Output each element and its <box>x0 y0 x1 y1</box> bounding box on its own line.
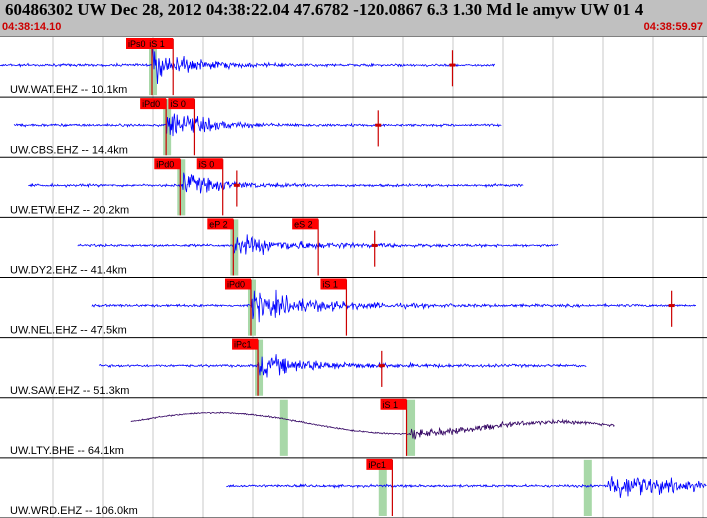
pick-label: eS 2 <box>294 219 313 229</box>
trace-panel[interactable]: iS 1 UW.LTY.BHE -- 64.1km <box>0 398 707 459</box>
pick-label: iS 0 <box>199 159 215 169</box>
station-label: UW.SAW.EHZ -- 51.3km <box>10 385 129 397</box>
pick-flag[interactable] <box>147 38 174 49</box>
pick-window <box>279 399 288 456</box>
pick-flag[interactable] <box>366 458 393 470</box>
trace-panel[interactable]: iPc1 UW.WRD.EHZ -- 106.0km <box>0 458 707 518</box>
station-label: UW.LTY.BHE -- 64.1km <box>10 445 124 457</box>
pick-flag[interactable] <box>196 158 223 170</box>
pick-label: iPc1 <box>234 340 252 350</box>
waveform-trace <box>130 411 615 440</box>
station-label: UW.DY2.EHZ -- 41.4km <box>10 265 127 277</box>
pick-flag[interactable] <box>320 278 347 290</box>
station-label: UW.ETW.EHZ -- 20.2km <box>10 204 129 216</box>
waveform-trace <box>13 113 502 137</box>
trace-panel[interactable]: iPd0 iS 0 UW.CBS.EHZ -- 14.4km <box>0 98 707 158</box>
waveform-trace <box>28 172 524 194</box>
pick-flag[interactable] <box>140 98 167 110</box>
station-label: UW.WAT.EHZ -- 10.1km <box>10 84 127 96</box>
pick-label: iS 1 <box>149 39 165 49</box>
trace-panel[interactable]: iPc1 UW.SAW.EHZ -- 51.3km <box>0 338 707 399</box>
trace-panel[interactable]: iPd0 iS 0 UW.ETW.EHZ -- 20.2km <box>0 158 707 218</box>
waveform-trace <box>91 289 696 323</box>
station-label: UW.WRD.EHZ -- 106.0km <box>10 505 138 517</box>
pick-window <box>149 39 158 96</box>
pick-flag[interactable] <box>154 158 181 170</box>
pick-label: iPd0 <box>142 99 160 109</box>
pick-label: iS 1 <box>383 400 399 410</box>
pick-label: eP 2 <box>209 219 227 229</box>
time-start-label: 04:38:14.10 <box>2 21 62 33</box>
pick-label: iS 1 <box>322 280 338 290</box>
trace-panel[interactable]: eP 2 eS 2 UW.DY2.EHZ -- 41.4km <box>0 218 707 278</box>
pick-label: iPc1 <box>368 460 386 470</box>
event-title: 60486302 UW Dec 28, 2012 04:38:22.04 47.… <box>5 0 644 19</box>
pick-label: iS 0 <box>170 99 186 109</box>
time-end-label: 04:38:59.97 <box>643 21 703 33</box>
pick-flag[interactable] <box>224 278 251 290</box>
waveform-trace <box>98 354 587 378</box>
pick-flag[interactable] <box>292 218 319 230</box>
pick-flag[interactable] <box>126 38 153 49</box>
pick-window <box>407 399 416 456</box>
waveform-trace <box>0 42 495 85</box>
pick-window <box>378 459 387 516</box>
pick-flag[interactable] <box>232 338 259 350</box>
trace-panel[interactable]: iPs0 iS 1 UW.WAT.EHZ -- 10.1km <box>0 38 707 98</box>
pick-label: iPd0 <box>156 159 174 169</box>
station-label: UW.NEL.EHZ -- 47.5km <box>10 325 127 337</box>
event-header: 60486302 UW Dec 28, 2012 04:38:22.04 47.… <box>0 0 707 37</box>
station-label: UW.CBS.EHZ -- 14.4km <box>10 144 128 156</box>
pick-window <box>247 279 256 336</box>
pick-label: iPs0 <box>128 39 146 49</box>
pick-flag[interactable] <box>380 398 407 410</box>
pick-label: iPd0 <box>227 280 245 290</box>
pick-flag[interactable] <box>168 98 195 110</box>
waveform-trace <box>226 476 707 498</box>
pick-window <box>230 219 239 276</box>
pick-window <box>177 159 186 216</box>
pick-window <box>583 459 592 516</box>
pick-flag[interactable] <box>207 218 234 230</box>
trace-panel[interactable]: iPd0 iS 1 UW.NEL.EHZ -- 47.5km <box>0 278 707 339</box>
